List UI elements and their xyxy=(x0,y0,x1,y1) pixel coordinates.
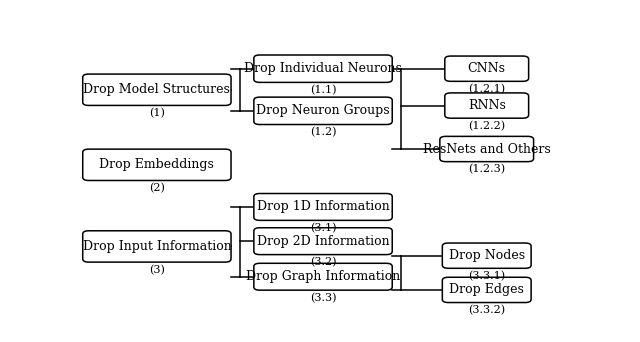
FancyBboxPatch shape xyxy=(440,136,534,162)
Text: (2): (2) xyxy=(149,183,165,194)
Text: (3): (3) xyxy=(149,265,165,275)
Text: Drop Nodes: Drop Nodes xyxy=(449,249,525,262)
FancyBboxPatch shape xyxy=(83,149,231,181)
FancyBboxPatch shape xyxy=(83,231,231,262)
Text: (1.2.3): (1.2.3) xyxy=(468,164,506,175)
Text: Drop Model Structures: Drop Model Structures xyxy=(83,83,230,96)
Text: (1.1): (1.1) xyxy=(310,85,336,95)
FancyBboxPatch shape xyxy=(442,277,531,303)
Text: (3.2): (3.2) xyxy=(310,257,336,267)
Text: (1): (1) xyxy=(149,108,165,118)
FancyBboxPatch shape xyxy=(445,56,529,81)
FancyBboxPatch shape xyxy=(83,74,231,105)
Text: Drop Graph Information: Drop Graph Information xyxy=(246,270,400,283)
Text: (3.3): (3.3) xyxy=(310,293,336,303)
Text: Drop 1D Information: Drop 1D Information xyxy=(257,200,389,213)
Text: (3.3.2): (3.3.2) xyxy=(468,305,506,315)
Text: (3.1): (3.1) xyxy=(310,223,336,233)
Text: Drop Edges: Drop Edges xyxy=(449,284,524,297)
Text: Drop 2D Information: Drop 2D Information xyxy=(257,235,389,248)
FancyBboxPatch shape xyxy=(442,243,531,268)
Text: ResNets and Others: ResNets and Others xyxy=(423,143,550,156)
Text: CNNs: CNNs xyxy=(468,62,506,75)
FancyBboxPatch shape xyxy=(254,263,392,290)
Text: (1.2.1): (1.2.1) xyxy=(468,84,506,94)
Text: (3.3.1): (3.3.1) xyxy=(468,271,506,281)
Text: (1.2.2): (1.2.2) xyxy=(468,121,506,131)
Text: Drop Embeddings: Drop Embeddings xyxy=(99,158,214,171)
FancyBboxPatch shape xyxy=(254,55,392,82)
FancyBboxPatch shape xyxy=(254,194,392,220)
Text: (1.2): (1.2) xyxy=(310,127,336,137)
Text: Drop Neuron Groups: Drop Neuron Groups xyxy=(256,104,390,117)
Text: RNNs: RNNs xyxy=(468,99,506,112)
Text: Drop Individual Neurons: Drop Individual Neurons xyxy=(244,62,402,75)
FancyBboxPatch shape xyxy=(254,97,392,124)
Text: Drop Input Information: Drop Input Information xyxy=(83,240,231,253)
FancyBboxPatch shape xyxy=(254,228,392,254)
FancyBboxPatch shape xyxy=(445,93,529,118)
